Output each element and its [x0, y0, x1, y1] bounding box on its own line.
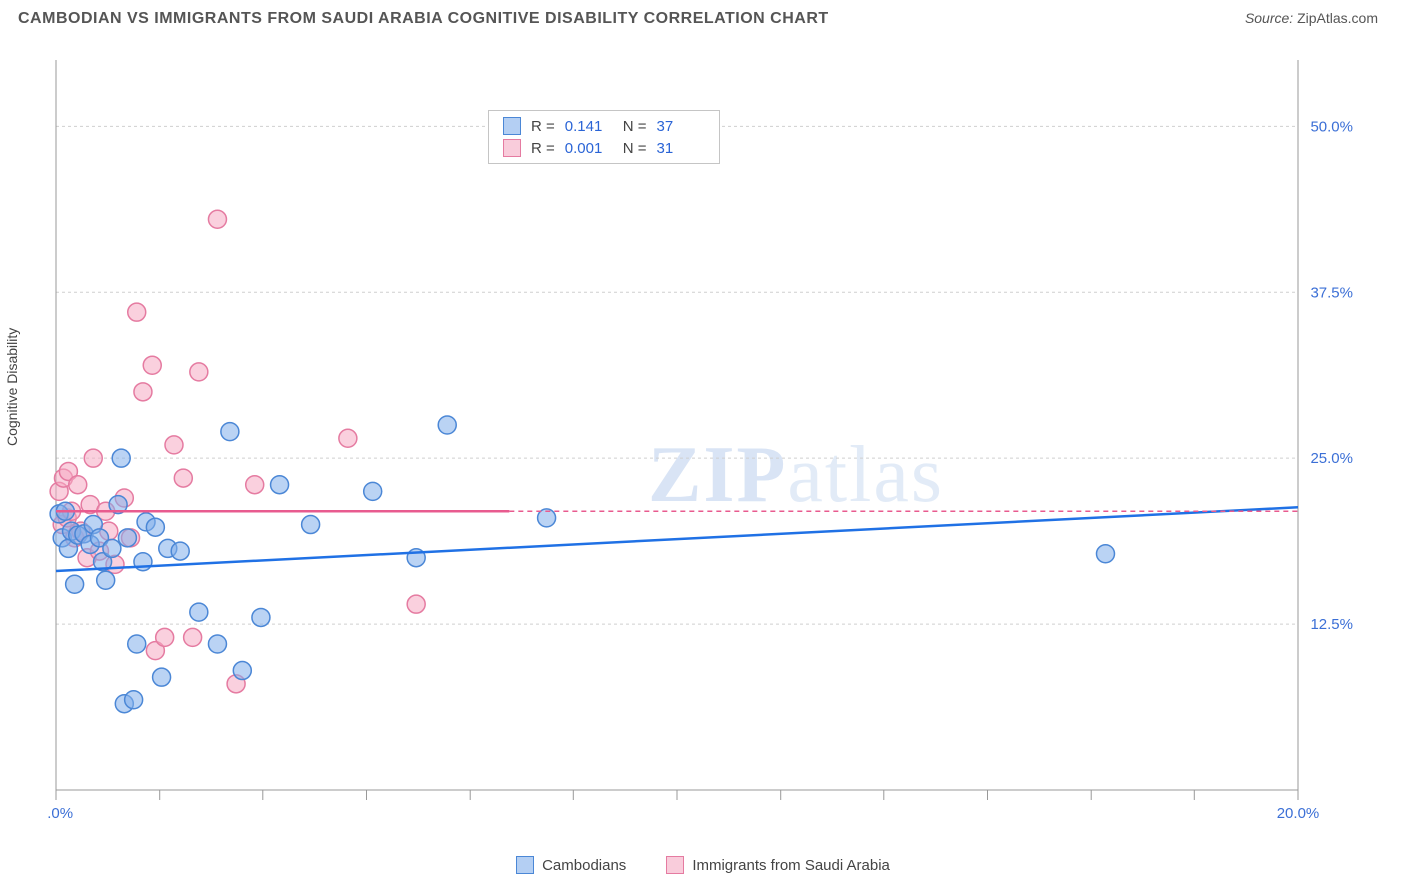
svg-text:50.0%: 50.0% — [1310, 118, 1353, 135]
r-value: 0.001 — [565, 140, 613, 157]
y-axis-label: Cognitive Disability — [4, 328, 20, 446]
svg-text:25.0%: 25.0% — [1310, 450, 1353, 467]
r-value: 0.141 — [565, 118, 613, 135]
source: Source: ZipAtlas.com — [1245, 10, 1378, 26]
swatch-blue — [503, 117, 521, 135]
legend-label: Cambodians — [542, 857, 626, 874]
svg-text:12.5%: 12.5% — [1310, 616, 1353, 633]
source-label: Source: — [1245, 10, 1293, 26]
n-label: N = — [623, 118, 647, 135]
stats-box: R = 0.141 N = 37 R = 0.001 N = 31 — [488, 110, 720, 164]
n-label: N = — [623, 140, 647, 157]
bottom-legend: Cambodians Immigrants from Saudi Arabia — [48, 856, 1358, 874]
source-value: ZipAtlas.com — [1297, 10, 1378, 26]
stats-row: R = 0.001 N = 31 — [489, 137, 719, 159]
swatch-pink — [503, 139, 521, 157]
stats-row: R = 0.141 N = 37 — [489, 115, 719, 137]
r-label: R = — [531, 140, 555, 157]
n-value: 37 — [657, 118, 705, 135]
plot-area: ZIPatlas 12.5%25.0%37.5%50.0% 0.0%20.0% … — [48, 50, 1358, 820]
r-label: R = — [531, 118, 555, 135]
svg-text:20.0%: 20.0% — [1277, 805, 1320, 820]
scatter-svg: 12.5% 25.0% 37.5% 50.0% 0.0% 20.0% — [48, 50, 1358, 820]
legend-item: Cambodians — [516, 856, 626, 874]
svg-text:37.5%: 37.5% — [1310, 284, 1353, 301]
svg-text:0.0%: 0.0% — [48, 805, 73, 820]
legend-item: Immigrants from Saudi Arabia — [666, 856, 890, 874]
n-value: 31 — [657, 140, 705, 157]
legend-label: Immigrants from Saudi Arabia — [692, 857, 890, 874]
swatch-blue — [516, 856, 534, 874]
swatch-pink — [666, 856, 684, 874]
chart-title: CAMBODIAN VS IMMIGRANTS FROM SAUDI ARABI… — [18, 10, 829, 28]
